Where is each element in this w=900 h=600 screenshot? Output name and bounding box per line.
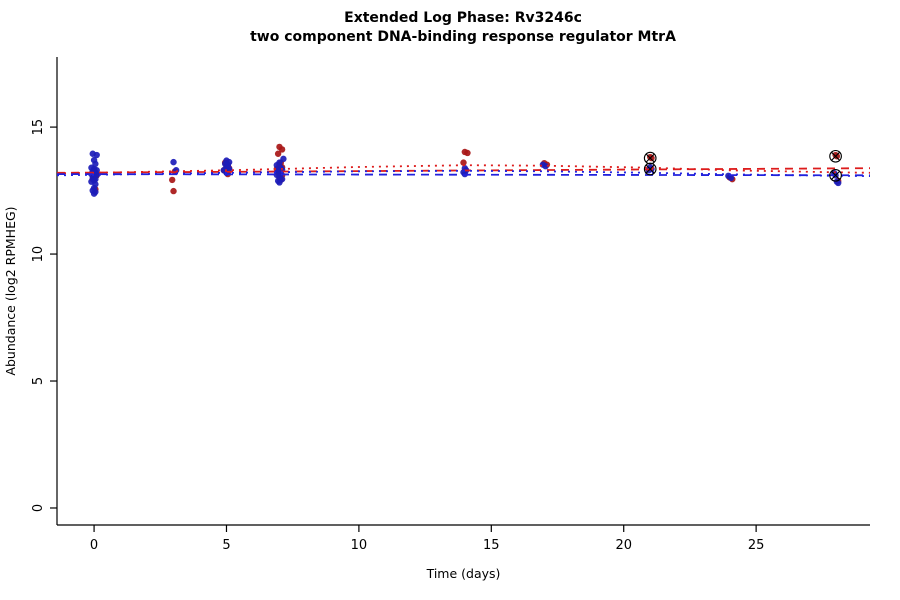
outlier-marker-icon <box>831 170 841 180</box>
y-tick-label: 15 <box>31 119 46 136</box>
data-point-red <box>168 176 176 184</box>
x-tick-label: 0 <box>90 538 98 553</box>
data-point-red <box>648 154 655 162</box>
data-point-blue <box>280 155 287 163</box>
data-point-red <box>278 146 286 153</box>
outlier-marker-icon <box>829 168 842 182</box>
data-point-blue <box>542 162 549 170</box>
outlier-marker-icon <box>645 164 655 174</box>
data-point-red <box>274 150 282 157</box>
x-tick-label: 10 <box>351 538 368 553</box>
data-point-blue <box>92 160 99 168</box>
y-tick-label: 10 <box>31 246 46 263</box>
y-tick-label: 5 <box>31 377 46 385</box>
chart-subtitle: two component DNA-binding response regul… <box>250 29 676 45</box>
data-point-blue <box>170 158 177 166</box>
outlier-marker-icon <box>645 153 655 163</box>
outlier-marker-icon <box>643 162 657 176</box>
x-tick-label: 15 <box>483 538 500 553</box>
y-axis-label: Abundance (log2 RPMHEG) <box>3 206 18 375</box>
chart-title: Extended Log Phase: Rv3246c <box>344 10 582 26</box>
data-point-blue <box>90 190 98 197</box>
x-axis-label: Time (days) <box>426 566 501 581</box>
data-point-red <box>170 187 177 195</box>
x-tick-label: 20 <box>615 538 632 553</box>
outlier-marker-icon <box>643 151 657 165</box>
outlier-marker-icon <box>829 149 842 163</box>
y-tick-label: 0 <box>31 504 46 512</box>
data-point-red <box>464 149 471 157</box>
outlier-marker-icon <box>831 151 841 161</box>
x-tick-label: 25 <box>748 538 765 553</box>
x-tick-label: 5 <box>222 538 230 553</box>
data-point-blue <box>276 179 283 186</box>
trend-line-blue-linear-fit <box>56 173 871 177</box>
data-point-blue <box>93 151 100 159</box>
data-point-red <box>460 159 467 166</box>
data-point-red <box>833 153 841 160</box>
data-point-blue <box>727 174 735 182</box>
